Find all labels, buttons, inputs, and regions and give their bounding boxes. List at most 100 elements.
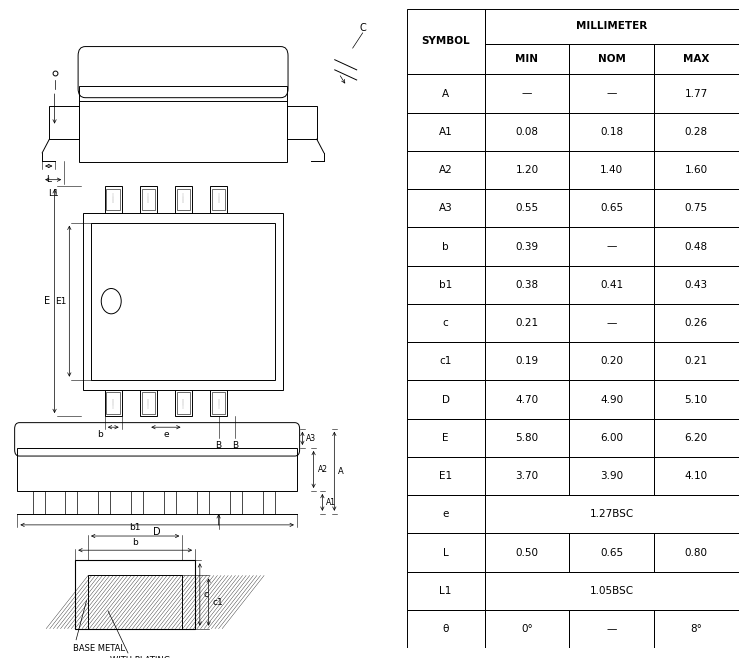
Text: θ: θ: [442, 624, 449, 634]
Bar: [210, 186, 227, 213]
Bar: [175, 390, 192, 416]
Bar: [407, 151, 485, 189]
Text: 6.20: 6.20: [685, 433, 708, 443]
Bar: [654, 74, 739, 113]
Bar: [569, 342, 654, 380]
Bar: [84, 213, 283, 390]
Bar: [654, 266, 739, 304]
Bar: [107, 392, 120, 413]
Text: 0.65: 0.65: [600, 203, 623, 213]
Bar: [569, 113, 654, 151]
Bar: [654, 189, 739, 228]
Bar: [654, 43, 739, 74]
Text: L: L: [46, 175, 51, 184]
Bar: [569, 74, 654, 113]
Bar: [485, 9, 739, 43]
Bar: [407, 572, 485, 610]
Bar: [263, 491, 275, 514]
Text: C: C: [360, 23, 366, 33]
Text: 4.70: 4.70: [515, 395, 539, 405]
Text: b: b: [97, 430, 103, 439]
Text: MIN: MIN: [515, 54, 539, 64]
Bar: [407, 113, 485, 151]
Bar: [569, 380, 654, 418]
Bar: [212, 392, 225, 413]
Text: 5.10: 5.10: [685, 395, 708, 405]
Bar: [654, 457, 739, 495]
Bar: [407, 610, 485, 648]
Bar: [485, 610, 569, 648]
Text: 1.77: 1.77: [685, 89, 708, 99]
Bar: [131, 491, 143, 514]
Text: E: E: [442, 433, 449, 443]
Text: 0.43: 0.43: [685, 280, 708, 290]
Text: A3: A3: [307, 434, 316, 443]
Text: E1: E1: [439, 471, 452, 481]
Text: 0.21: 0.21: [685, 356, 708, 367]
Text: 0.08: 0.08: [515, 127, 539, 137]
Bar: [654, 304, 739, 342]
Bar: [485, 418, 569, 457]
Bar: [407, 495, 485, 534]
Text: c: c: [204, 590, 209, 599]
Text: 1.20: 1.20: [515, 165, 539, 175]
Bar: [569, 418, 654, 457]
Text: 3.70: 3.70: [515, 471, 539, 481]
Text: D: D: [442, 395, 450, 405]
Bar: [407, 74, 485, 113]
Bar: [407, 228, 485, 266]
Text: 0.50: 0.50: [515, 547, 539, 557]
Bar: [407, 266, 485, 304]
Text: —: —: [606, 89, 617, 99]
Text: A1: A1: [326, 498, 336, 507]
Bar: [17, 448, 297, 491]
Bar: [485, 74, 569, 113]
Text: B: B: [216, 442, 222, 450]
Text: SYMBOL: SYMBOL: [421, 36, 470, 47]
Bar: [485, 189, 569, 228]
Text: 0.55: 0.55: [515, 203, 539, 213]
Bar: [569, 228, 654, 266]
Bar: [654, 610, 739, 648]
Bar: [142, 392, 155, 413]
Text: 0.41: 0.41: [600, 280, 623, 290]
Bar: [88, 576, 182, 628]
Bar: [654, 534, 739, 572]
Text: A: A: [339, 467, 344, 476]
Text: A: A: [442, 89, 449, 99]
Text: c: c: [442, 318, 448, 328]
Bar: [407, 380, 485, 418]
Text: MILLIMETER: MILLIMETER: [576, 21, 648, 31]
Text: A2: A2: [318, 465, 327, 474]
Text: c1: c1: [213, 597, 223, 607]
Text: 0.38: 0.38: [515, 280, 539, 290]
Text: 1.27BSC: 1.27BSC: [589, 509, 633, 519]
Text: 1.40: 1.40: [600, 165, 623, 175]
Bar: [485, 534, 569, 572]
Text: 0.18: 0.18: [600, 127, 623, 137]
Bar: [407, 304, 485, 342]
Text: E1: E1: [55, 297, 66, 306]
Bar: [105, 186, 122, 213]
Bar: [485, 151, 569, 189]
Bar: [654, 113, 739, 151]
Text: e: e: [163, 430, 169, 439]
Text: 1.60: 1.60: [685, 165, 708, 175]
Bar: [569, 457, 654, 495]
Bar: [49, 107, 79, 139]
Bar: [140, 186, 157, 213]
Bar: [407, 189, 485, 228]
Text: b1: b1: [439, 280, 452, 290]
Bar: [407, 457, 485, 495]
Text: 3.90: 3.90: [600, 471, 623, 481]
Text: 0.75: 0.75: [685, 203, 708, 213]
Text: 0.19: 0.19: [515, 356, 539, 367]
Bar: [654, 151, 739, 189]
Text: A3: A3: [439, 203, 453, 213]
Text: B: B: [232, 442, 239, 450]
Bar: [210, 390, 227, 416]
Bar: [485, 380, 569, 418]
Text: —: —: [606, 241, 617, 251]
Text: MAX: MAX: [683, 54, 709, 64]
Text: b: b: [132, 538, 138, 547]
